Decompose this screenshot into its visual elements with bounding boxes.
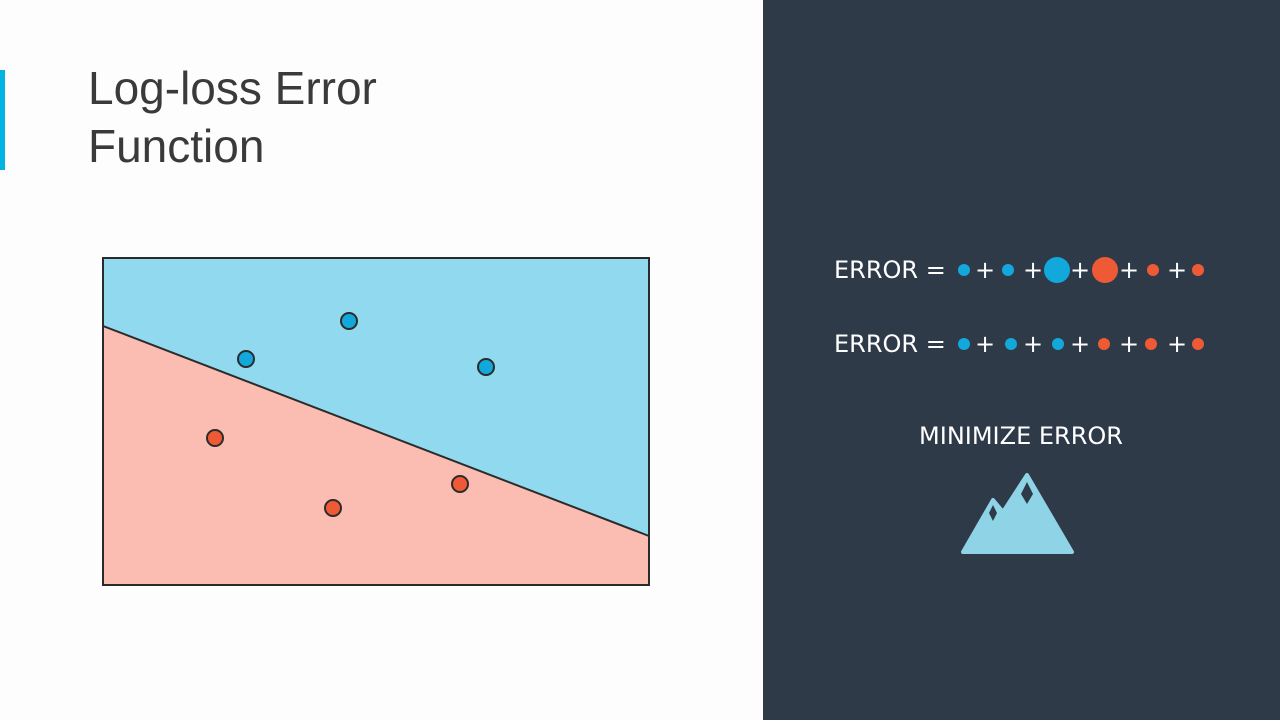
blue-point	[237, 350, 255, 368]
blue-point	[340, 312, 358, 330]
title-line: Log-loss Error	[88, 62, 377, 114]
error-dot	[1145, 338, 1157, 350]
equation: ERROR = + + + + +	[834, 330, 1204, 358]
plus-sign: +	[975, 330, 995, 358]
plus-sign: +	[1167, 256, 1187, 284]
error-dot	[958, 338, 970, 350]
caption: MINIMIZE ERROR	[919, 422, 1123, 450]
classification-diagram	[102, 257, 650, 586]
plus-sign: +	[975, 256, 995, 284]
error-dot	[1044, 257, 1070, 283]
red-point	[206, 429, 224, 447]
error-dot	[1147, 264, 1159, 276]
equation-label: ERROR =	[834, 330, 946, 358]
right-panel	[763, 0, 1280, 720]
plus-sign: +	[1023, 330, 1043, 358]
blue-point	[477, 358, 495, 376]
plus-sign: +	[1119, 330, 1139, 358]
error-dot	[1005, 338, 1017, 350]
red-point	[324, 499, 342, 517]
boundary-line	[102, 325, 650, 537]
plus-sign: +	[1023, 256, 1043, 284]
error-dot	[1002, 264, 1014, 276]
equation: ERROR = + + + + +	[834, 256, 1204, 284]
accent-bar	[0, 70, 5, 170]
error-dot	[1192, 338, 1204, 350]
title-line: Function	[88, 120, 264, 172]
plus-sign: +	[1119, 256, 1139, 284]
error-dot	[958, 264, 970, 276]
mountain-icon	[961, 473, 1074, 554]
equation-label: ERROR =	[834, 256, 946, 284]
error-dot	[1098, 338, 1110, 350]
error-dot	[1052, 338, 1064, 350]
red-point	[451, 475, 469, 493]
frame	[102, 257, 650, 586]
blue-region	[103, 258, 649, 536]
error-dot	[1192, 264, 1204, 276]
error-dot	[1092, 257, 1118, 283]
plus-sign: +	[1167, 330, 1187, 358]
plus-sign: +	[1070, 256, 1090, 284]
plus-sign: +	[1070, 330, 1090, 358]
